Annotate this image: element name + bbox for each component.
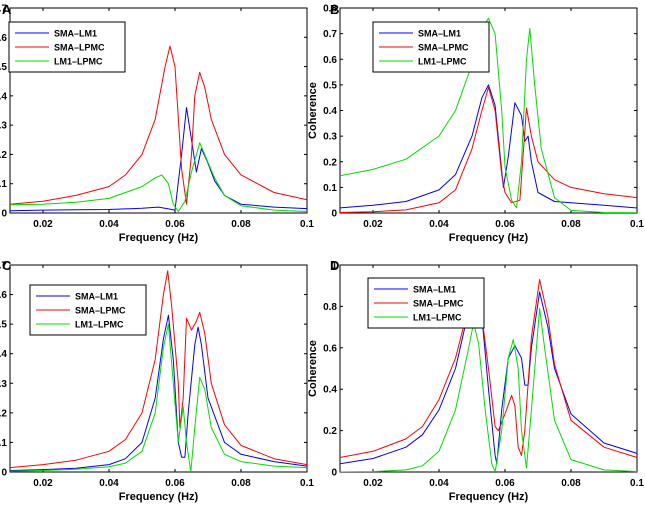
x-axis-label-c: Frequency (Hz) [119,491,199,503]
legend-b: SMA–LM1 SMA–LPMC LM1–LPMC [372,21,490,73]
x-tick-label-c: 0.08 [231,478,251,489]
y-tick-label-a: 0.6 [0,33,7,44]
y-tick-label-b: 0.3 [323,132,337,143]
y-tick-label-a: 0 [1,209,7,220]
legend-label-b-3: LM1–LPMC [418,57,467,67]
y-tick-label-b: 0.1 [323,183,337,194]
legend-label-c-3: LM1–LPMC [75,320,124,330]
x-tick-label-c: 0.1 [300,478,314,489]
axes-frame-a [9,7,308,214]
legend-label-a-2: SMA–LPMC [54,43,105,53]
x-axis-label-a: Frequency (Hz) [119,232,199,244]
x-tick-label-a: 0.1 [300,219,314,230]
series-line-c-1 [10,314,307,471]
legend-d: SMA–LM1 SMA–LPMC LM1–LPMC [367,277,485,329]
y-tick-label-a: 0.3 [0,121,7,132]
x-tick-label-c: 0.04 [99,478,119,489]
y-tick-label-d: 0 [331,468,337,479]
legend-label-c-1: SMA–LM1 [75,292,118,302]
series-line-b-3 [340,17,637,213]
legend-label-b-1: SMA–LM1 [418,29,461,39]
panel-letter-b: B [330,2,339,17]
legend-label-a-1: SMA–LM1 [54,29,97,39]
y-axis-label-d: Coherence [307,340,319,397]
y-tick-label-c: 0.1 [0,438,7,449]
x-tick-label-b: 0.04 [429,219,449,230]
x-tick-label-a: 0.02 [33,219,53,230]
series-line-a-3 [10,142,307,212]
series-line-a-2 [10,45,307,205]
legend-label-d-2: SMA–LPMC [413,299,464,309]
series-line-d-2 [340,279,637,458]
y-tick-label-a: 0.1 [0,179,7,190]
chart-panel-a: A 0.02 0.04 0.06 0.08 0.1 0 0.1 0.2 0.3 0.4 0.5 0.6 0… [0,2,314,244]
y-tick-label-b: 0.8 [323,4,337,15]
y-tick-label-b: 0 [331,209,337,220]
x-tick-label-d: 0.02 [363,478,383,489]
x-tick-label-d: 0.06 [495,478,515,489]
y-tick-label-b: 0.4 [323,106,337,117]
x-tick-label-b: 0.06 [495,219,515,230]
x-tick-label-d: 0.08 [561,478,581,489]
legend-c: SMA–LM1 SMA–LPMC LM1–LPMC [29,284,147,336]
panel-letter-a: A [2,2,12,17]
y-axis-label-b: Coherence [307,82,319,139]
x-tick-label-b: 0.02 [363,219,383,230]
legend-label-d-1: SMA–LM1 [413,285,456,295]
y-tick-label-a: 0.7 [0,4,7,15]
x-tick-label-c: 0.06 [165,478,185,489]
y-tick-label-d: 0.8 [323,302,337,313]
chart-panel-d: D 0.02 0.04 0.06 0.08 0.1 0 0.2 0.4 0.6 0.8 1 Freque… [307,258,644,503]
y-tick-label-b: 0.6 [323,55,337,66]
x-tick-label-b: 0.1 [630,219,644,230]
y-tick-label-c: 0.7 [0,261,7,272]
y-tick-label-c: 0.2 [0,408,7,419]
chart-panel-c: C 0.02 0.04 0.06 0.08 0.1 0 0.1 0.2 0.3 0.4 0.5 0.6 0… [0,258,314,503]
series-line-c-3 [10,323,307,472]
x-tick-label-b: 0.08 [561,219,581,230]
x-tick-label-a: 0.06 [165,219,185,230]
x-tick-label-a: 0.04 [99,219,119,230]
y-tick-label-d: 0.6 [323,343,337,354]
series-line-b-1 [340,84,637,209]
series-line-d-3 [340,308,637,472]
series-line-d-1 [340,291,637,465]
legend-label-c-2: SMA–LPMC [75,306,126,316]
series-line-b-2 [340,86,637,213]
x-tick-label-d: 0.04 [429,478,449,489]
panel-letter-c: C [2,258,12,273]
y-tick-label-b: 0.2 [323,157,337,168]
y-tick-label-c: 0.4 [0,349,7,360]
x-tick-label-c: 0.02 [33,478,53,489]
y-tick-label-a: 0.2 [0,150,7,161]
y-tick-label-d: 0.2 [323,426,337,437]
legend-label-d-3: LM1–LPMC [413,313,462,323]
y-tick-label-a: 0.4 [0,91,7,102]
y-tick-label-b: 0.5 [323,80,337,91]
y-tick-label-d: 0.4 [323,385,337,396]
x-tick-label-d: 0.1 [630,478,644,489]
y-tick-label-c: 0.5 [0,320,7,331]
axes-frame-c [9,264,308,473]
legend-label-a-3: LM1–LPMC [54,57,103,67]
x-tick-label-a: 0.08 [231,219,251,230]
x-axis-label-d: Frequency (Hz) [449,491,529,503]
chart-panel-b: B 0.02 0.04 0.06 0.08 0.1 0 0.1 0.2 0.3 0.4 0.5 0.6 0… [307,2,644,244]
y-tick-label-c: 0.3 [0,379,7,390]
y-tick-label-c: 0 [1,468,7,479]
y-tick-label-b: 0.7 [323,29,337,40]
axes-frame-d [339,264,638,473]
legend-a: SMA–LM1 SMA–LPMC LM1–LPMC [8,21,126,73]
series-line-a-1 [10,107,307,212]
x-axis-label-b: Frequency (Hz) [449,232,529,244]
y-tick-label-a: 0.5 [0,62,7,73]
panel-letter-d: D [330,258,339,273]
y-tick-label-d: 1 [331,261,337,272]
y-tick-label-c: 0.6 [0,290,7,301]
legend-label-b-2: SMA–LPMC [418,43,469,53]
